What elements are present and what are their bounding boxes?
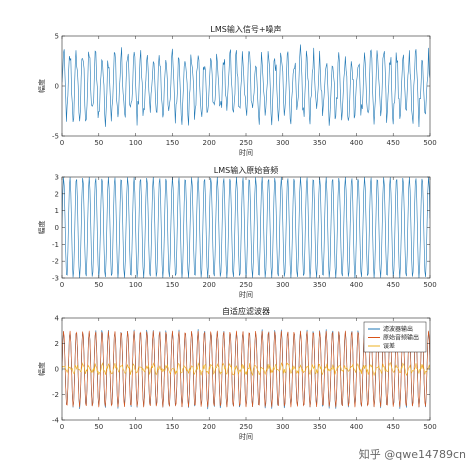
x-tick-label: 250: [239, 281, 252, 289]
x-tick-label: 200: [203, 423, 216, 431]
x-axis-label: 时间: [239, 290, 253, 299]
x-tick-label: 150: [166, 281, 179, 289]
x-tick-label: 150: [166, 423, 179, 431]
chart-3: 0 50 100 150 200 250 300 350 400 450 500 4 2 0 -2 -4 自适应…: [37, 306, 437, 441]
y-axis-label: 幅度: [37, 79, 46, 93]
x-tick-label: 350: [313, 281, 326, 289]
y-tick-label: -1: [52, 241, 59, 249]
x-tick-label: 0: [60, 281, 64, 289]
y-axis-label: 幅度: [37, 362, 46, 376]
legend-entry: 误差: [383, 342, 395, 350]
series-line-3-2: [62, 330, 430, 408]
x-axis-label: 时间: [239, 148, 253, 157]
x-tick-label: 500: [423, 423, 436, 431]
x-tick-label: 200: [203, 139, 216, 147]
x-tick-label: 0: [60, 423, 64, 431]
y-tick-label: -4: [52, 417, 60, 425]
x-tick-label: 300: [276, 139, 289, 147]
axes-frame: [61, 35, 431, 137]
chart-title: LMS输入信号+噪声: [210, 24, 281, 34]
chart-2: 0 50 100 150 200 250 300 350 400 450 500 3 2 1 0 -1 -2 -3…: [37, 165, 437, 299]
watermark-text: 知乎 @qwe14789cn: [359, 447, 466, 461]
y-tick-label: 2: [55, 340, 59, 348]
y-tick-label: 3: [55, 174, 59, 182]
x-tick-label: 300: [276, 281, 289, 289]
x-tick-label: 350: [313, 139, 326, 147]
series-line-3-3: [62, 361, 430, 377]
x-axis-label: 时间: [239, 432, 253, 441]
x-tick-label: 400: [350, 139, 363, 147]
x-tick-label: 100: [129, 281, 142, 289]
y-tick-label: 0: [55, 224, 59, 232]
x-tick-label: 350: [313, 423, 326, 431]
y-tick-label: 1: [55, 207, 59, 215]
x-tick-label: 500: [423, 281, 436, 289]
x-tick-label: 450: [387, 423, 400, 431]
x-tick-label: 400: [350, 423, 363, 431]
y-tick-label: -3: [52, 275, 59, 283]
y-tick-label: 0: [55, 83, 59, 91]
x-tick-label: 400: [350, 281, 363, 289]
y-axis-label: 幅度: [37, 221, 46, 235]
y-tick-label: 4: [55, 315, 60, 323]
y-tick-label: 0: [55, 366, 59, 374]
x-tick-label: 50: [94, 423, 103, 431]
x-tick-label: 0: [60, 139, 64, 147]
x-tick-label: 100: [129, 423, 142, 431]
x-tick-label: 200: [203, 281, 216, 289]
x-tick-label: 250: [239, 139, 252, 147]
y-tick-label: 2: [55, 190, 59, 198]
series-line-1-1: [62, 44, 430, 128]
x-tick-label: 50: [94, 139, 103, 147]
series-line-2-1: [62, 177, 430, 278]
x-tick-label: 450: [387, 139, 400, 147]
legend-entry: 原始音频输出: [383, 334, 419, 342]
chart-title: 自适应滤波器: [222, 306, 270, 316]
x-tick-label: 250: [239, 423, 252, 431]
y-tick-label: -2: [52, 391, 59, 399]
legend-entry: 滤波器输出: [383, 325, 413, 333]
chart-1: 0 50 100 150 200 250 300 350 400 450 50050-5LMS输入信…: [37, 24, 437, 157]
y-tick-label: -5: [52, 133, 59, 141]
y-tick-label: -2: [52, 258, 59, 266]
y-tick-label: 5: [55, 33, 59, 41]
chart-title: LMS输入原始音频: [214, 165, 278, 175]
x-tick-label: 100: [129, 139, 142, 147]
x-tick-label: 300: [276, 423, 289, 431]
x-tick-label: 150: [166, 139, 179, 147]
x-tick-label: 450: [387, 281, 400, 289]
x-tick-label: 50: [94, 281, 103, 289]
x-tick-label: 500: [423, 139, 436, 147]
